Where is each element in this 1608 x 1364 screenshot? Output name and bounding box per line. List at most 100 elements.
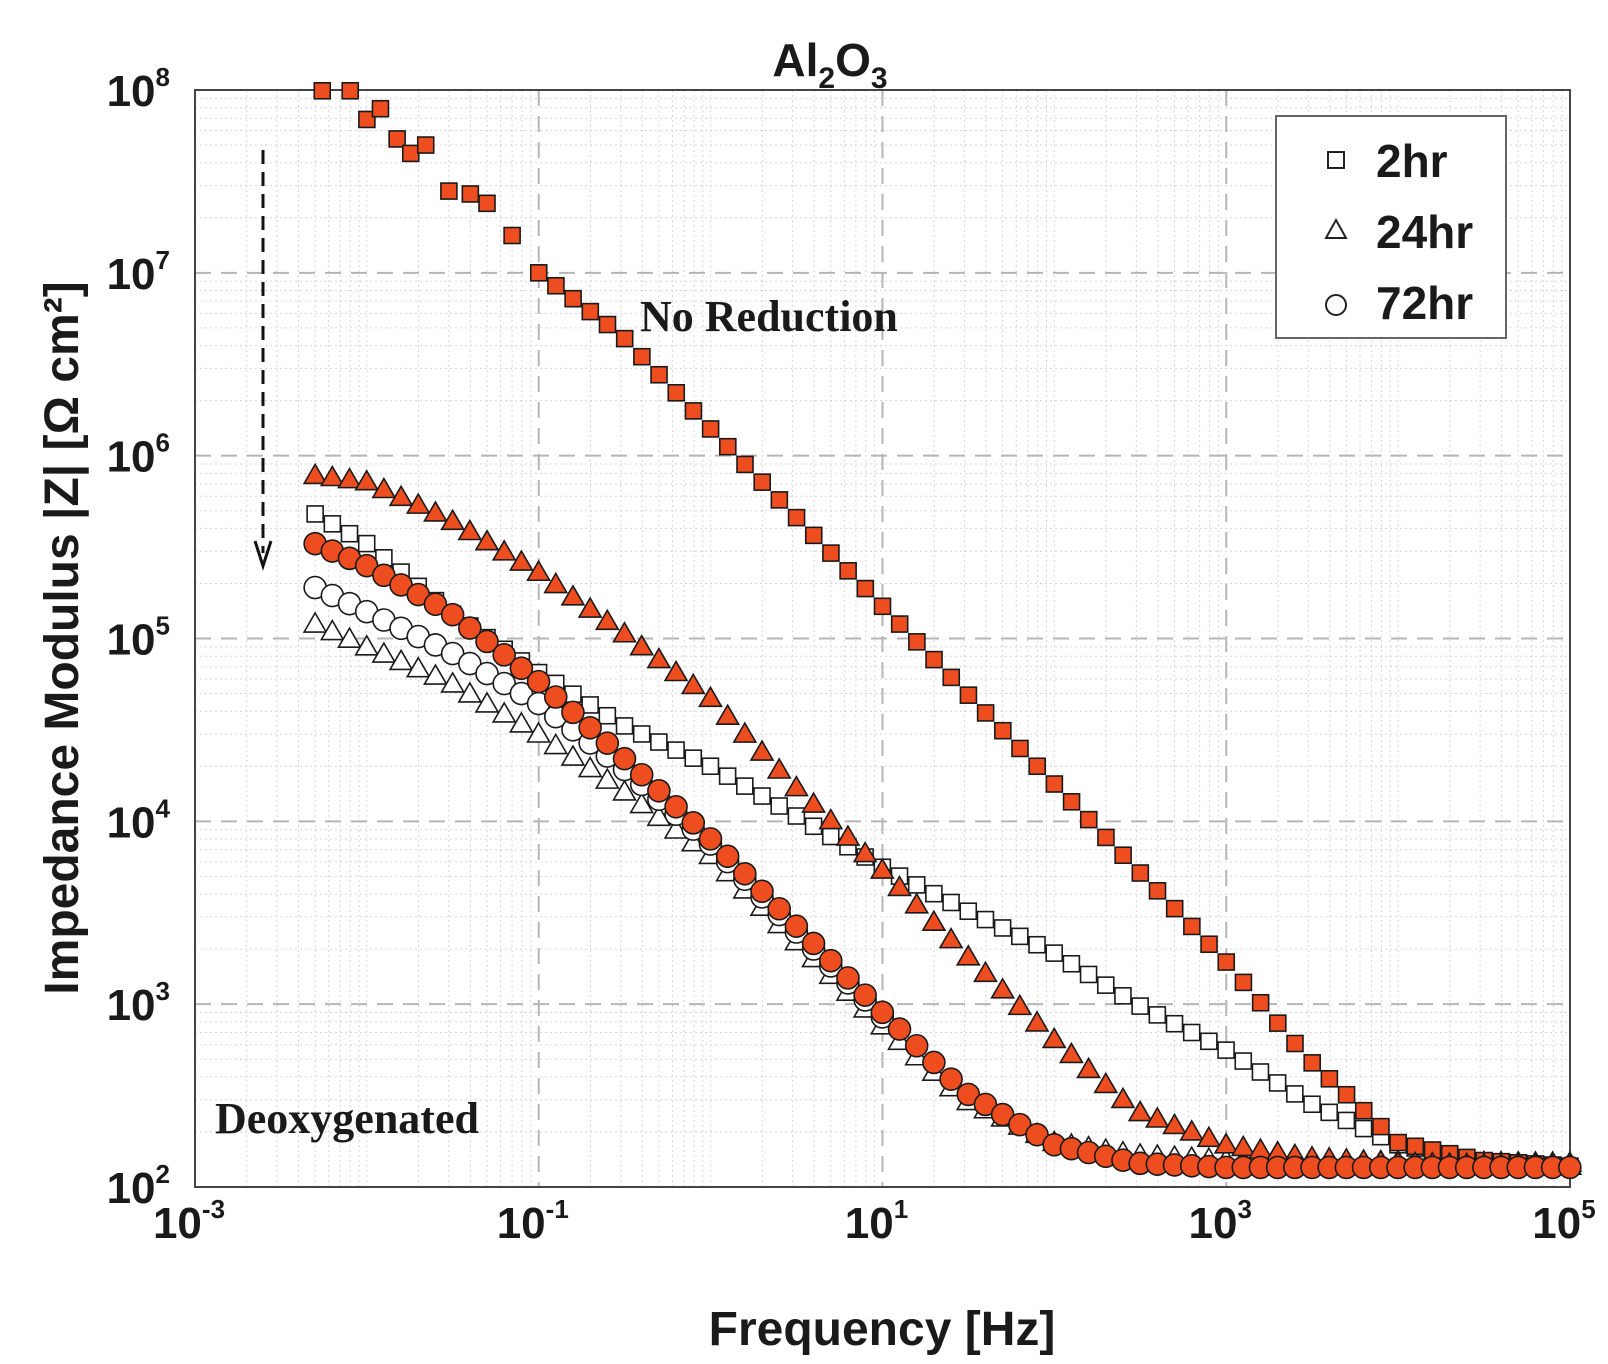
square-point [994,721,1012,740]
square-point [890,615,909,633]
square-point [615,717,634,735]
square-point [1303,1054,1321,1072]
square-point [1217,953,1236,971]
x-tick-labels: 10-3 10-1 101 103 105 [153,1194,1596,1248]
circle-point [904,1033,929,1058]
square-point [340,524,359,543]
triangle-point [405,656,431,678]
square-point [908,633,926,651]
square-point [633,347,651,366]
x-axis-title: Frequency [Hz] [709,1303,1056,1356]
circle-point [423,592,448,617]
y-tick-label: 104 [107,793,171,847]
x-tick-label: 10-1 [497,1194,569,1248]
series-72hr-no-reduction [303,531,1582,1180]
square-point [1251,993,1270,1012]
square-point [1251,1063,1270,1081]
square-point [581,302,600,321]
square-point [650,365,668,384]
square-point [667,741,685,759]
square-point [1131,997,1149,1015]
square-point [547,276,565,295]
triangle-point [371,641,397,663]
triangle-point [1179,1119,1205,1141]
triangle-point [302,462,328,485]
triangle-point [508,711,534,733]
triangle-point [1127,1099,1153,1122]
square-point [907,876,926,894]
square-point [358,110,376,129]
circle-point [836,966,860,990]
x-tick-base: 10 [153,1199,202,1248]
triangle-point [526,721,551,743]
triangle-point [715,703,741,725]
triangle-point [423,500,448,522]
square-point [1200,935,1218,954]
legend: 2hr 24hr 72hr [1275,115,1507,339]
triangle-point [526,559,551,582]
square-point [1372,1117,1390,1136]
triangle-point [423,663,448,685]
square-point [839,562,857,580]
triangle-point [1093,1071,1119,1094]
square-point [1286,1034,1304,1053]
circle-point [887,1017,912,1041]
triangle-point [629,634,655,656]
square-point [564,685,582,703]
annotation-no-reduction: No Reduction [640,292,898,341]
square-point [503,226,521,245]
square-point [684,402,703,420]
square-point [323,515,342,533]
triangle-point [955,944,981,966]
square-point [401,144,420,163]
triangle-point [491,701,517,723]
legend-box [1275,115,1507,339]
triangle-point [543,571,569,594]
triangle-point [1041,1026,1067,1049]
triangle-point [698,685,723,708]
triangle-point [835,824,861,846]
square-point [1011,927,1029,946]
y-tick-exp: 6 [156,428,170,458]
square-point [598,706,617,725]
triangle-point [474,529,500,551]
square-point [993,919,1012,937]
square-point [1200,1032,1218,1051]
circle-point [698,827,723,851]
circle-point [922,1050,946,1075]
triangle-point [491,539,517,561]
circle-point [1558,1155,1582,1180]
triangle-point [577,596,603,618]
square-point [564,289,582,308]
y-tick-exp: 3 [156,976,170,1006]
circle-point [1008,1112,1032,1137]
square-point [306,505,324,523]
circle-point [664,795,688,819]
square-point [959,686,978,704]
square-point [822,544,840,562]
square-point [873,597,892,616]
triangle-point [508,549,534,571]
square-point [1114,987,1132,1005]
circle-point [578,715,602,740]
circle-point [939,1067,963,1091]
square-point [1268,1074,1287,1092]
x-tick-exp: -3 [202,1194,225,1224]
triangle-point [1230,1134,1256,1157]
x-tick-exp: -1 [546,1194,569,1224]
circle-point [440,602,465,627]
square-point [1045,775,1064,793]
square-point [1165,899,1184,918]
x-tick-label: 103 [1189,1194,1252,1248]
triangle-point [1196,1125,1222,1148]
square-point [1183,917,1201,936]
y-axis-title: Impedance Modulus |Z| [Ω cm²] [36,281,89,994]
square-point [598,315,617,334]
y-tick-base: 10 [107,981,156,1030]
annotation-deoxygenated: Deoxygenated [215,1094,479,1143]
title-sub2: 3 [871,62,888,95]
square-point [388,130,406,148]
triangle-point [663,659,689,682]
triangle-point [319,464,345,487]
